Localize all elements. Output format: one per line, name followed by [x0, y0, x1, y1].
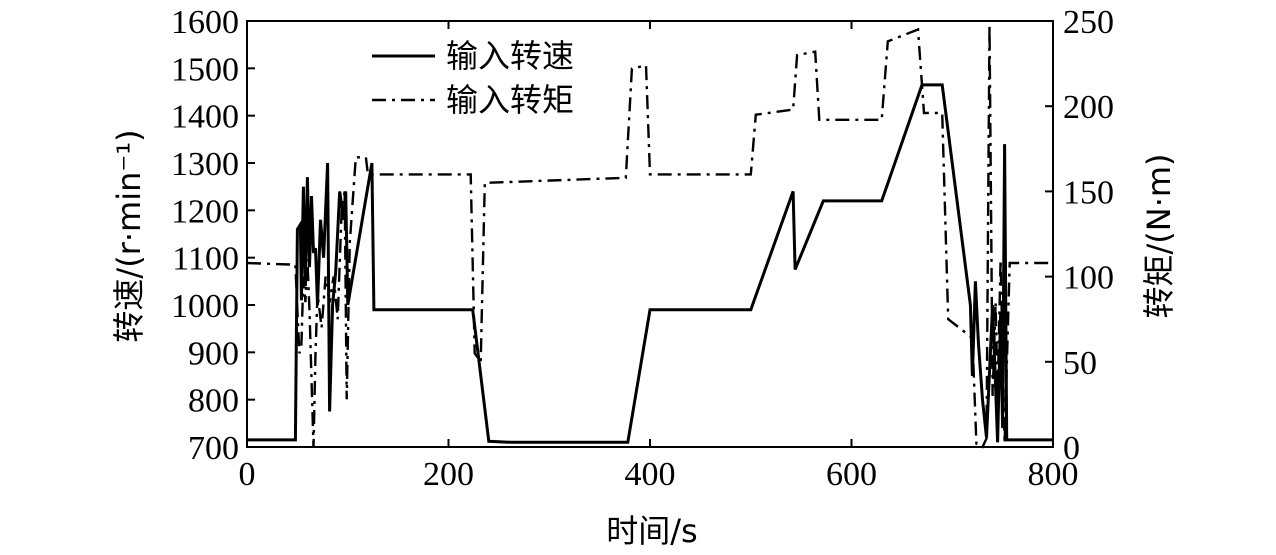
left-y-tick-label: 1400: [171, 99, 239, 136]
x-tick-label: 0: [239, 456, 256, 493]
right-y-tick-label: 150: [1063, 174, 1114, 211]
x-tick-label: 400: [625, 456, 676, 493]
series-line-input-torque: [246, 24, 1053, 449]
plot-area: [246, 24, 1053, 449]
left-y-tick-label: 1500: [171, 51, 239, 88]
left-y-tick-label: 1100: [172, 241, 239, 278]
left-y-axis-title: 转速/(r·min⁻¹): [110, 129, 148, 342]
left-y-tick-label: 1300: [171, 146, 239, 183]
left-y-tick-label: 900: [188, 335, 239, 372]
left-y-tick-label: 700: [188, 430, 239, 467]
legend: 输入转速 输入转矩: [372, 37, 574, 119]
series-line-input-speed: [247, 83, 1053, 444]
right-y-tick-label: 250: [1063, 4, 1114, 41]
x-tick-label: 200: [423, 456, 474, 493]
left-y-tick-label: 1600: [171, 4, 239, 41]
legend-label-input-torque: 输入转矩: [446, 81, 574, 119]
right-y-tick-label: 0: [1063, 430, 1080, 467]
right-y-tick-label: 200: [1063, 89, 1114, 126]
x-tick-label: 800: [1028, 456, 1079, 493]
left-y-tick-label: 1200: [171, 193, 239, 230]
axis-ticks: 0 200 400 600 800700800900100011001200130014…: [171, 4, 1114, 493]
right-y-tick-label: 100: [1063, 260, 1114, 297]
legend-label-input-speed: 输入转速: [446, 37, 574, 75]
right-y-axis-title: 转矩/(N·m): [1140, 153, 1178, 318]
x-axis-title: 时间/s: [606, 512, 697, 550]
left-y-tick-label: 1000: [171, 288, 239, 325]
x-tick-label: 600: [826, 456, 877, 493]
left-y-tick-label: 800: [188, 383, 239, 420]
right-y-tick-label: 50: [1063, 345, 1097, 382]
